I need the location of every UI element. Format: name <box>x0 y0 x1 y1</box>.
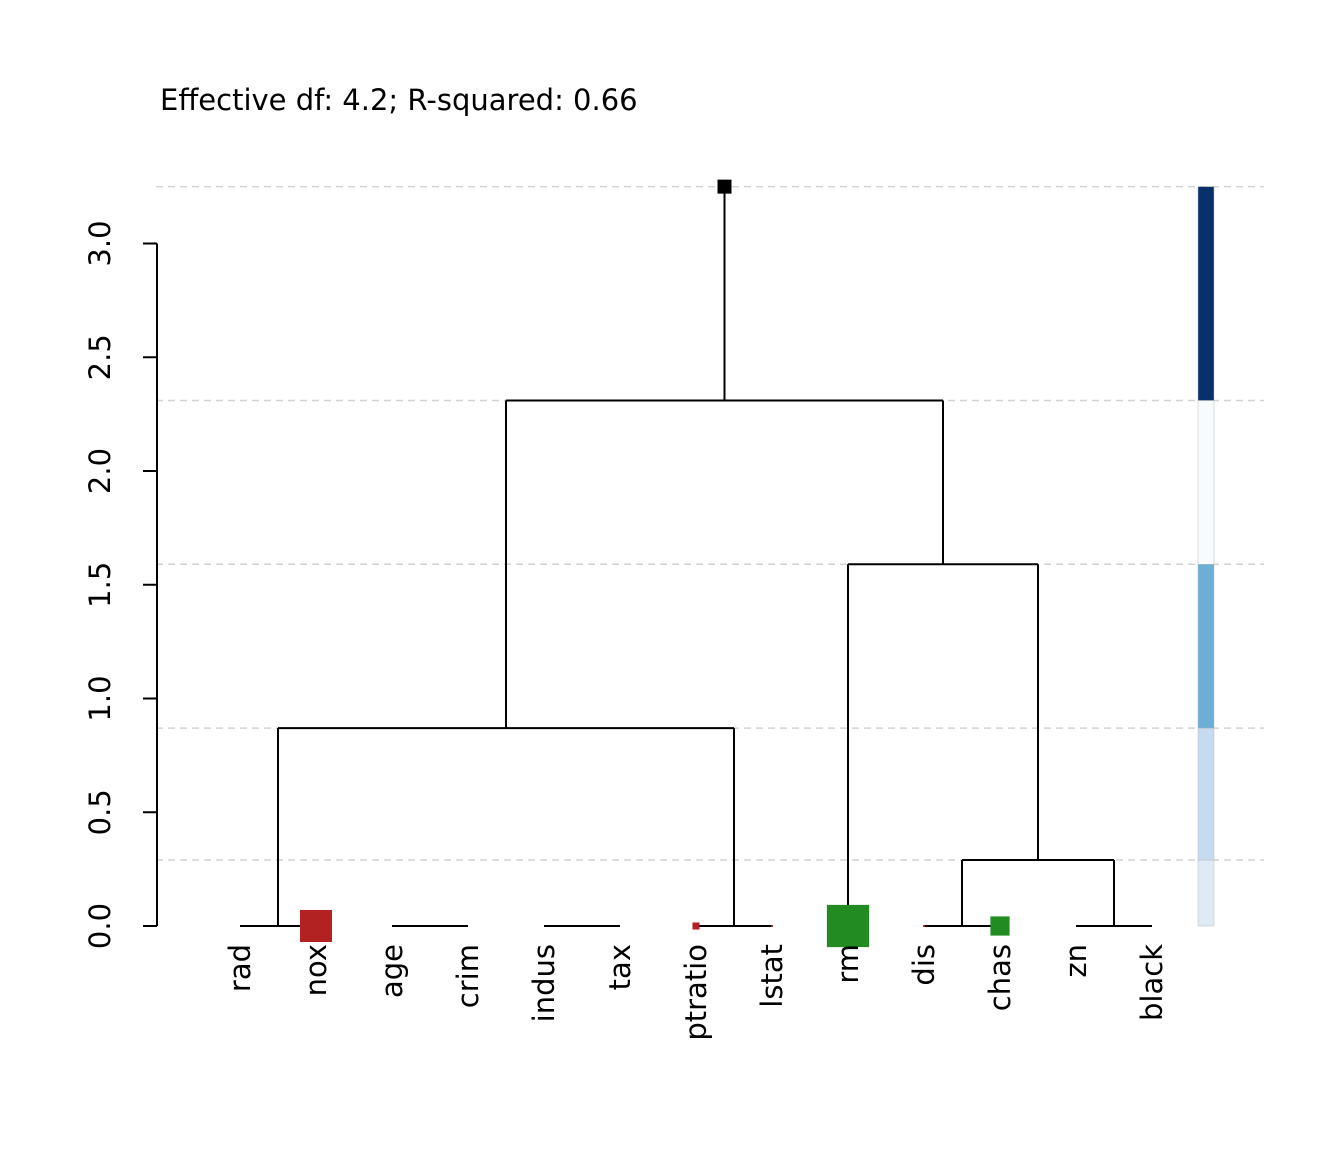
cut-gridlines <box>156 185 1264 861</box>
y-tick-label: 1.0 <box>83 675 117 721</box>
height-color-bar <box>1197 186 1215 927</box>
variable-label-tax: tax <box>603 944 637 990</box>
variable-label-rm: rm <box>831 944 865 984</box>
height-bar-segment <box>1197 727 1215 861</box>
root-marker <box>717 179 732 194</box>
variable-label-age: age <box>375 944 409 998</box>
height-bar-segment <box>1197 400 1215 565</box>
effect-marker-nox <box>300 910 332 942</box>
variable-label-ptratio: ptratio <box>679 944 713 1041</box>
variable-labels: rad nox age crim indus tax ptratio lstat rm dis ch… <box>223 944 1169 1041</box>
variable-label-indus: indus <box>527 944 561 1022</box>
y-tick-label: 2.5 <box>83 334 117 380</box>
height-bar-segment <box>1197 859 1215 927</box>
dendrogram-tree <box>240 179 1152 927</box>
y-tick-label: 0.5 <box>83 789 117 835</box>
y-tick-label: 1.5 <box>83 562 117 608</box>
effect-marker-rm <box>826 904 870 948</box>
variable-label-nox: nox <box>299 944 333 996</box>
y-axis: 0.0 0.5 1.0 1.5 2.0 2.5 3.0 <box>83 220 158 949</box>
variable-label-lstat: lstat <box>755 944 789 1008</box>
variable-label-black: black <box>1135 944 1169 1021</box>
y-tick-label: 0.0 <box>83 903 117 949</box>
y-tick-label: 2.0 <box>83 448 117 494</box>
effect-marker-chas <box>990 916 1010 936</box>
variable-label-dis: dis <box>907 944 941 986</box>
effect-marker-ptratio <box>692 922 700 930</box>
effect-marker-lstat <box>771 925 773 927</box>
variable-label-crim: crim <box>451 944 485 1008</box>
y-tick-label: 3.0 <box>83 220 117 266</box>
height-bar-segment <box>1197 564 1215 729</box>
variable-label-chas: chas <box>983 944 1017 1011</box>
effect-marker-dis <box>923 925 925 927</box>
height-bar-segment <box>1197 186 1215 401</box>
variable-label-rad: rad <box>223 944 257 992</box>
variable-label-zn: zn <box>1059 944 1093 978</box>
chart-title: Effective df: 4.2; R-squared: 0.66 <box>160 83 638 117</box>
effect-markers <box>300 904 1010 948</box>
